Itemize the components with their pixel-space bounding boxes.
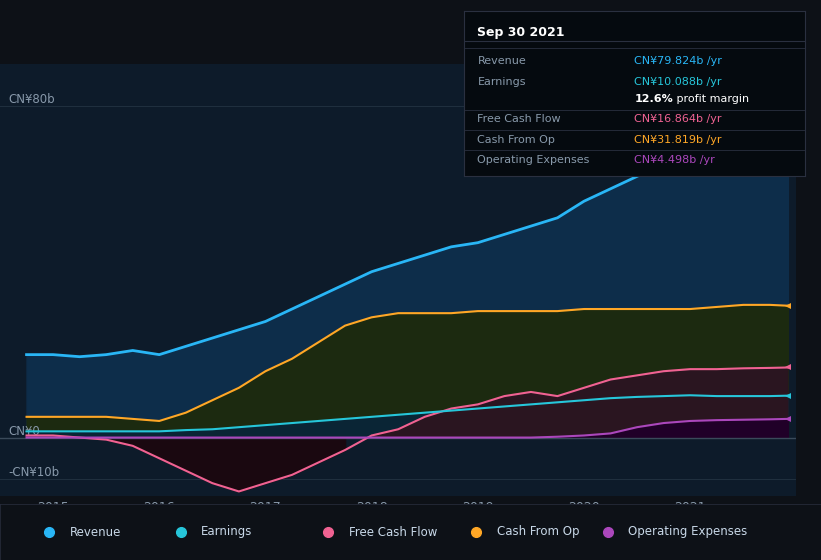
Text: Earnings: Earnings — [201, 525, 253, 539]
Text: Sep 30 2021: Sep 30 2021 — [478, 26, 565, 39]
Text: Free Cash Flow: Free Cash Flow — [478, 114, 561, 124]
Text: Operating Expenses: Operating Expenses — [628, 525, 747, 539]
Text: CN¥10.088b /yr: CN¥10.088b /yr — [635, 77, 722, 87]
Text: Cash From Op: Cash From Op — [478, 135, 555, 145]
Text: Revenue: Revenue — [478, 56, 526, 66]
Text: CN¥31.819b /yr: CN¥31.819b /yr — [635, 135, 722, 145]
Text: profit margin: profit margin — [673, 94, 750, 104]
Text: Operating Expenses: Operating Expenses — [478, 155, 589, 165]
Text: CN¥80b: CN¥80b — [8, 93, 54, 106]
Text: 12.6%: 12.6% — [635, 94, 673, 104]
Text: Revenue: Revenue — [70, 525, 122, 539]
Text: CN¥4.498b /yr: CN¥4.498b /yr — [635, 155, 715, 165]
Text: Cash From Op: Cash From Op — [497, 525, 579, 539]
Text: -CN¥10b: -CN¥10b — [8, 466, 59, 479]
Text: Free Cash Flow: Free Cash Flow — [349, 525, 438, 539]
Text: CN¥79.824b /yr: CN¥79.824b /yr — [635, 56, 722, 66]
Text: CN¥16.864b /yr: CN¥16.864b /yr — [635, 114, 722, 124]
Text: CN¥0: CN¥0 — [8, 424, 39, 437]
Text: Earnings: Earnings — [478, 77, 526, 87]
